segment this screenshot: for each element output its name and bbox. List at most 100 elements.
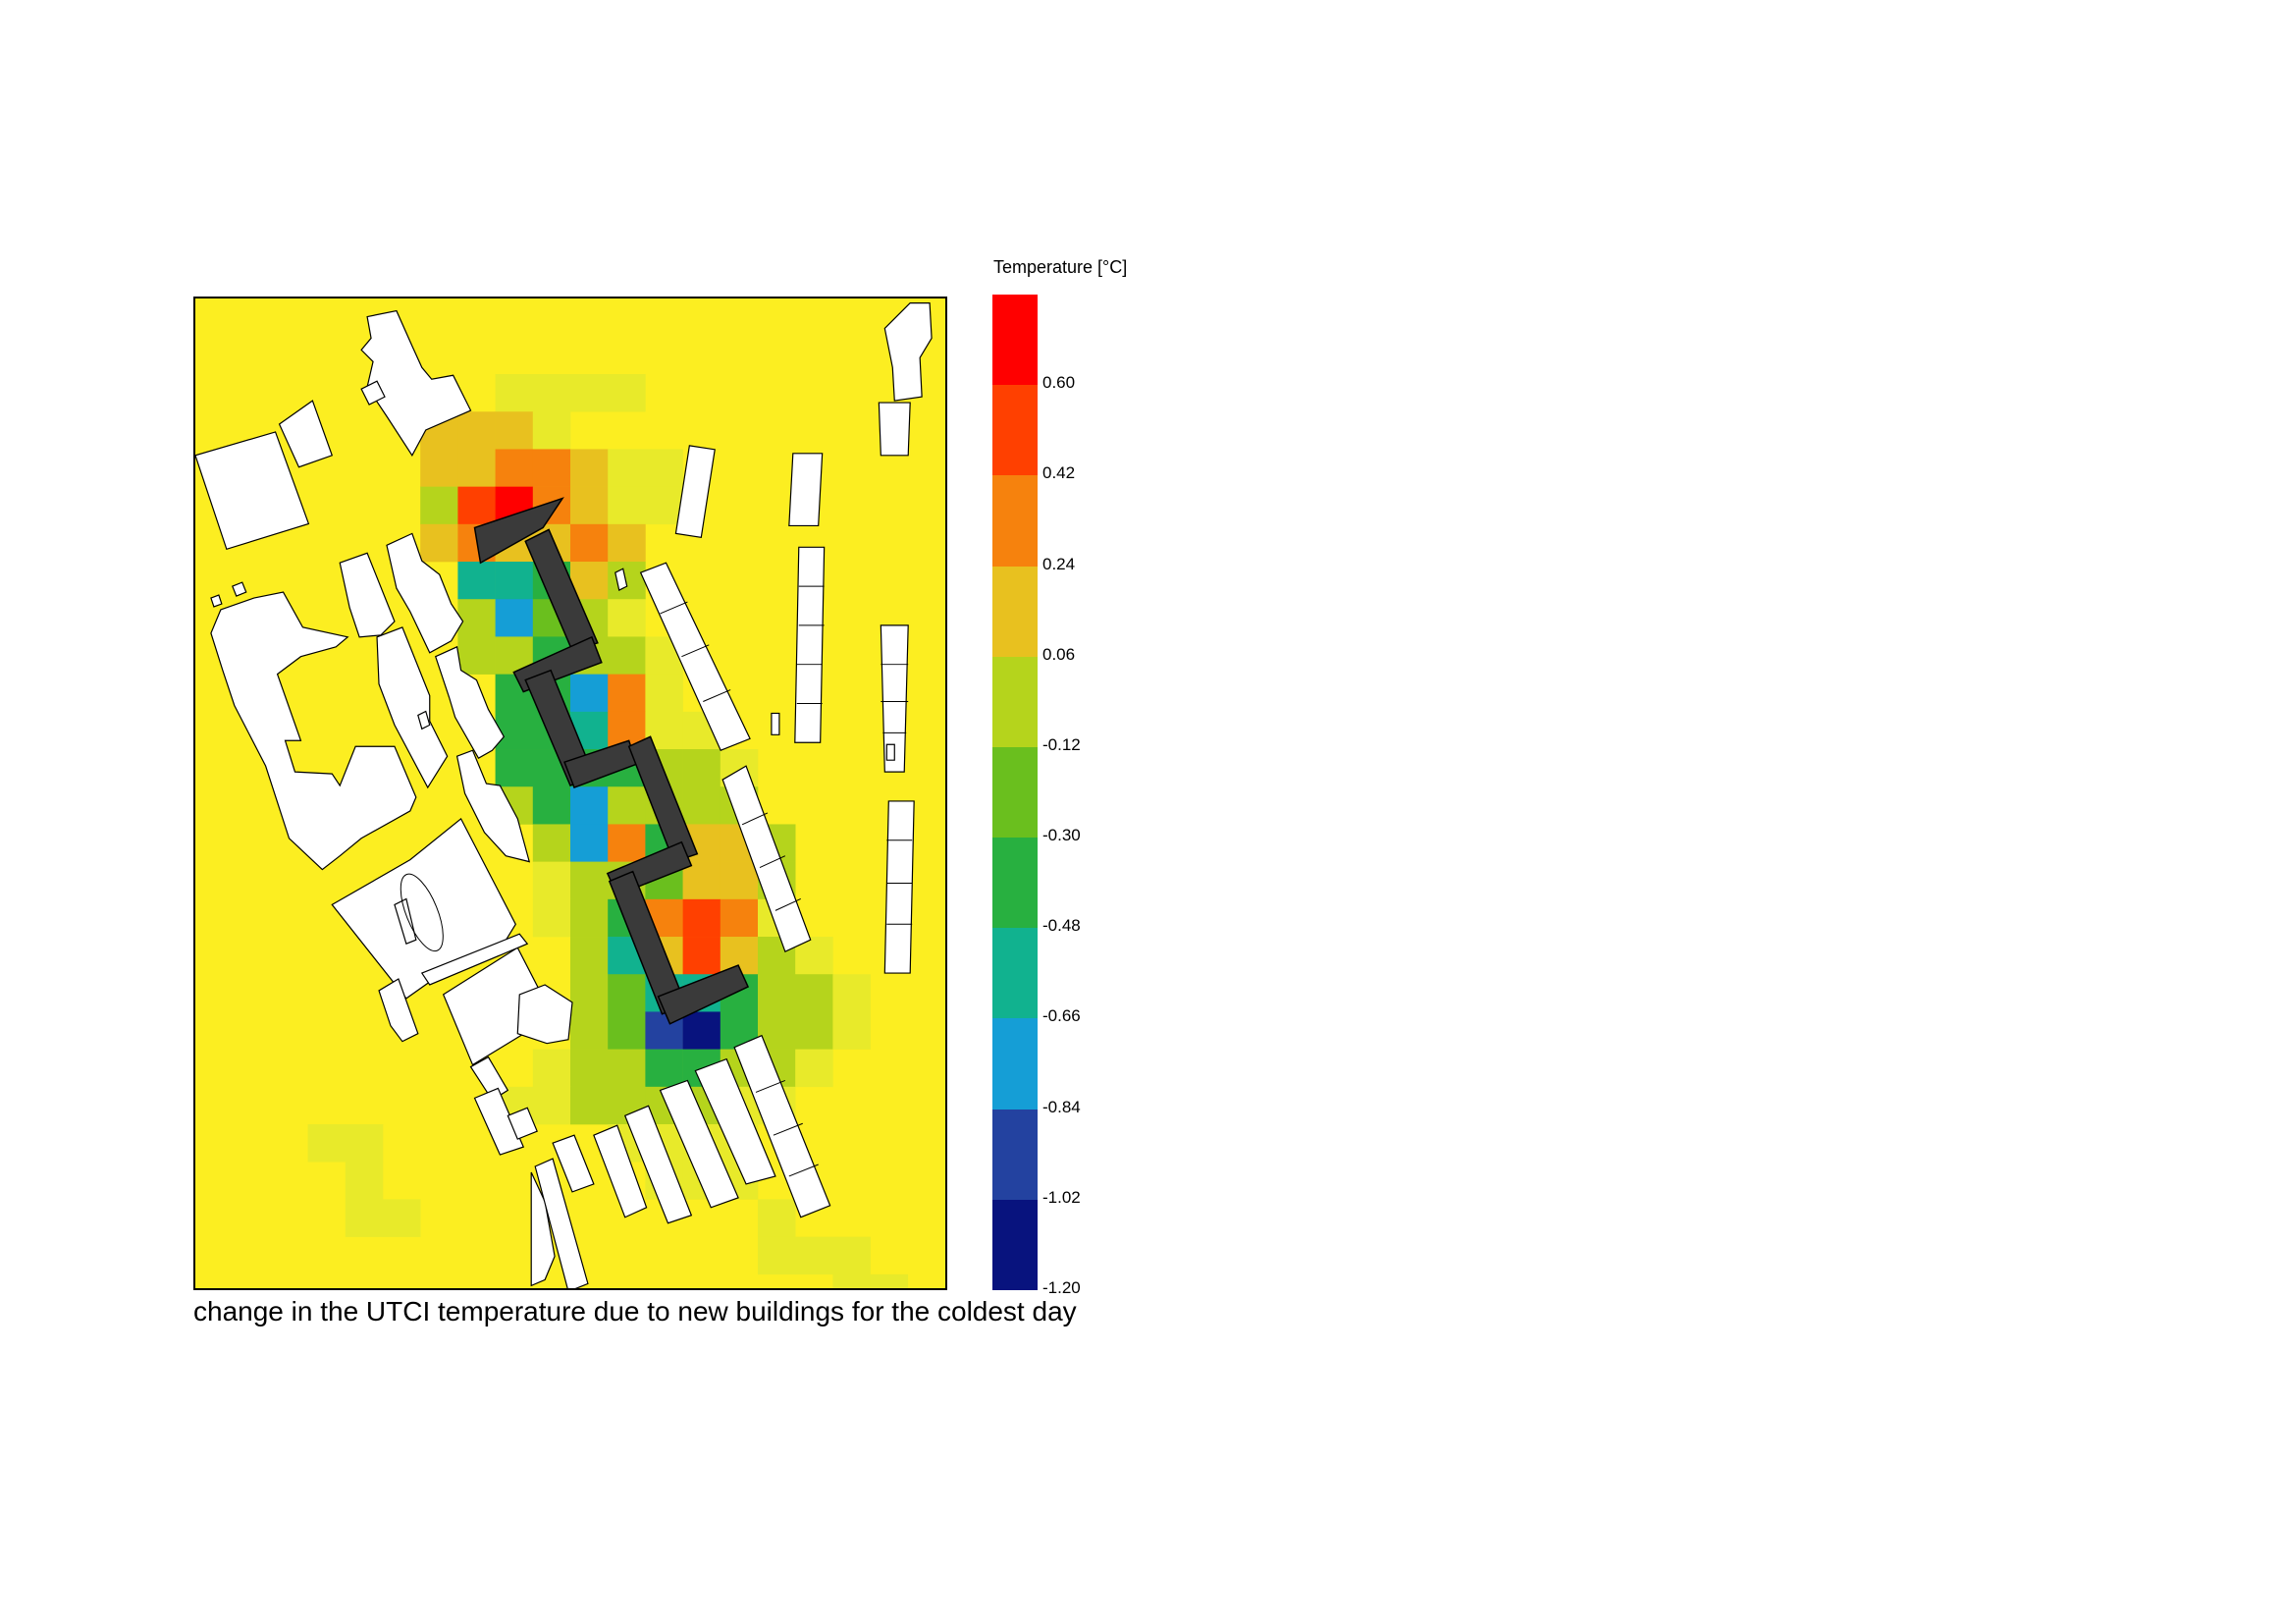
existing-buildings xyxy=(195,302,933,1288)
building xyxy=(878,402,911,457)
heat-cell xyxy=(570,861,609,900)
building xyxy=(883,302,933,402)
building xyxy=(434,645,506,760)
heat-cell xyxy=(682,898,721,938)
legend-swatch xyxy=(992,475,1038,568)
heat-cell xyxy=(570,374,609,412)
heat-cell xyxy=(682,937,721,975)
legend-title: Temperature [°C] xyxy=(993,257,1128,277)
heat-cell xyxy=(570,486,609,525)
heat-cell xyxy=(495,411,534,450)
utci-map xyxy=(193,297,947,1290)
legend-label: 0.42 xyxy=(1042,463,1076,483)
legend-label: -1.20 xyxy=(1042,1278,1081,1297)
figure-caption: change in the UTCI temperature due to ne… xyxy=(193,1296,1077,1326)
building-subdivisions xyxy=(400,585,913,1177)
heat-cell xyxy=(532,861,571,900)
legend-swatch xyxy=(992,566,1038,658)
building xyxy=(659,1079,739,1209)
color-legend-bar xyxy=(992,295,1038,1291)
heat-cell xyxy=(532,1049,571,1088)
heat-cell xyxy=(682,861,721,900)
heat-cell xyxy=(832,1011,871,1050)
legend-label: 0.06 xyxy=(1042,644,1076,664)
legend-swatch xyxy=(992,928,1038,1019)
legend-swatch xyxy=(992,746,1038,839)
heat-cell xyxy=(420,486,458,525)
heat-cell xyxy=(570,449,609,487)
building xyxy=(378,978,419,1043)
legend-swatch xyxy=(992,385,1038,476)
building xyxy=(278,400,334,468)
heat-cell xyxy=(532,786,571,825)
building xyxy=(614,568,628,591)
heat-cell xyxy=(532,898,571,938)
building xyxy=(530,1171,556,1287)
building xyxy=(883,800,915,974)
heat-cell xyxy=(345,1124,384,1163)
heat-cell xyxy=(495,562,534,600)
heat-cell xyxy=(720,898,759,938)
heat-cell xyxy=(457,636,496,675)
heat-cell xyxy=(532,411,571,450)
heat-cell xyxy=(570,786,609,825)
building xyxy=(885,743,895,761)
legend-label: -0.12 xyxy=(1042,734,1081,754)
new-building-block-9 xyxy=(657,964,750,1025)
heat-cell xyxy=(608,974,646,1012)
legend-label: -0.30 xyxy=(1042,826,1081,845)
heat-cell xyxy=(608,449,646,487)
building xyxy=(210,594,223,608)
heat-cell xyxy=(832,1273,871,1288)
heat-cell xyxy=(608,636,646,675)
heat-cell xyxy=(532,449,571,487)
heat-cell xyxy=(832,1236,871,1275)
heat-cell xyxy=(495,374,534,412)
heat-cell xyxy=(457,599,496,637)
legend-label: 0.60 xyxy=(1042,373,1076,393)
heat-cell xyxy=(795,974,833,1012)
building xyxy=(694,1057,776,1185)
building xyxy=(195,431,310,551)
building xyxy=(552,1134,595,1193)
heat-cell xyxy=(495,711,534,750)
heat-cell xyxy=(608,374,646,412)
heat-cell xyxy=(795,1049,833,1088)
legend-swatch xyxy=(992,656,1038,748)
heat-cell xyxy=(570,824,609,862)
legend-swatch xyxy=(992,1018,1038,1110)
building xyxy=(516,984,573,1045)
heat-cell xyxy=(608,674,646,713)
heat-cell xyxy=(383,1199,421,1237)
heat-cell xyxy=(570,1049,609,1088)
building xyxy=(788,453,824,527)
heat-cell xyxy=(608,786,646,825)
building xyxy=(733,1034,831,1218)
building xyxy=(360,309,472,457)
building xyxy=(455,749,531,863)
map-canvas xyxy=(195,302,933,1288)
heat-cell xyxy=(457,562,496,600)
new-buildings xyxy=(473,497,750,1025)
legend-label: -0.84 xyxy=(1042,1097,1081,1116)
heat-cell xyxy=(457,449,496,487)
legend-label: -0.48 xyxy=(1042,916,1081,936)
heat-cell xyxy=(645,486,683,525)
heat-cell xyxy=(570,1086,609,1125)
heat-cell xyxy=(608,486,646,525)
heat-cell xyxy=(457,411,496,450)
building xyxy=(507,1107,538,1140)
heat-cell xyxy=(570,1011,609,1050)
building xyxy=(386,532,464,654)
building xyxy=(623,1105,693,1224)
heat-cell xyxy=(307,1124,347,1163)
heat-cell xyxy=(608,599,646,637)
legend-label: -1.02 xyxy=(1042,1187,1081,1207)
heat-cell xyxy=(682,1011,721,1050)
building xyxy=(674,445,716,539)
heat-cell xyxy=(608,1011,646,1050)
heat-cell xyxy=(608,562,646,600)
building xyxy=(639,562,751,751)
building xyxy=(534,1158,589,1288)
building xyxy=(593,1124,648,1218)
